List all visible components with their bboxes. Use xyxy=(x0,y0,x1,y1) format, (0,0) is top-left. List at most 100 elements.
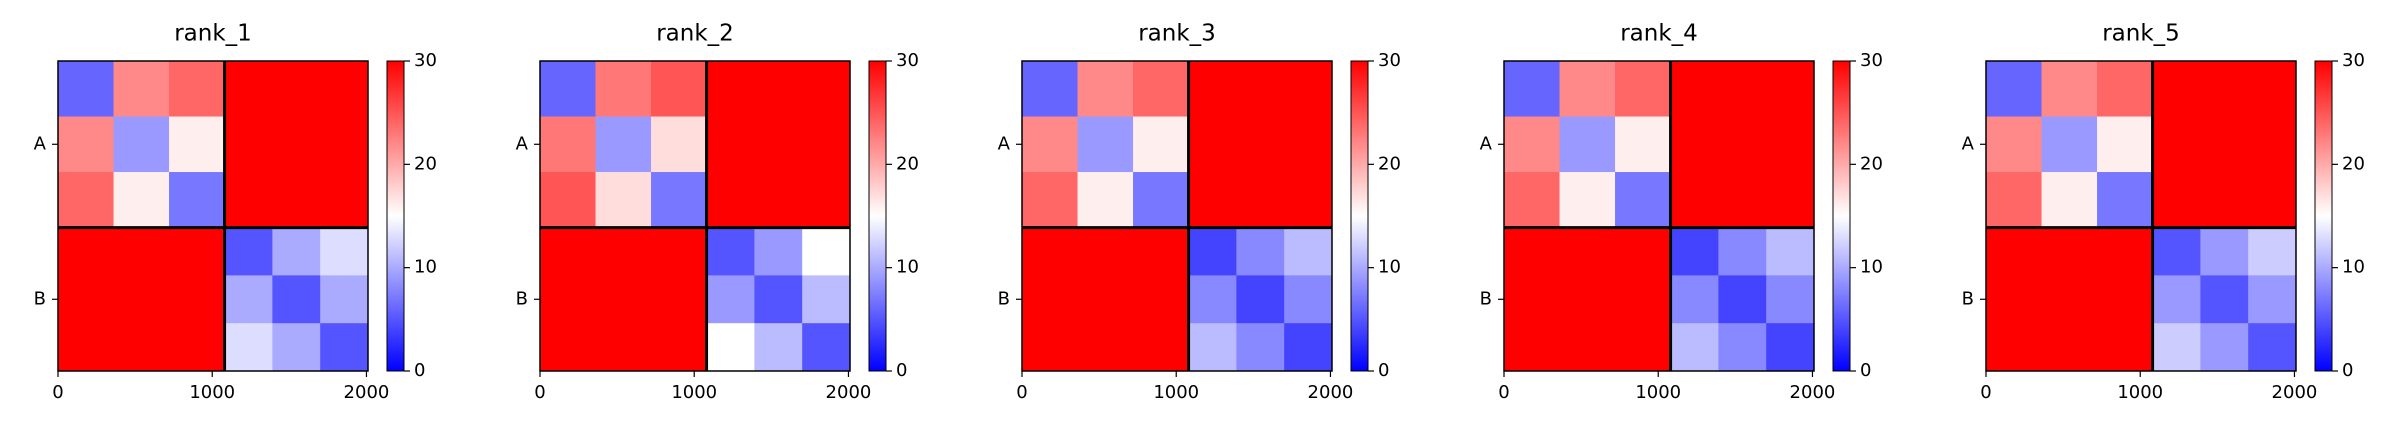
heatmap-cell xyxy=(1133,61,1190,118)
colorbar-tick-label: 0 xyxy=(1378,360,1389,381)
heatmap-cell xyxy=(1718,61,1767,118)
plot-frame xyxy=(1021,60,1333,372)
heatmap-cell xyxy=(1077,172,1134,229)
heatmap-cell xyxy=(169,227,226,276)
colorbar-tick-label: 10 xyxy=(414,257,437,278)
heatmap-cell xyxy=(58,116,115,173)
heatmap-cell xyxy=(1504,172,1561,229)
heatmap-cell xyxy=(1022,172,1079,229)
heatmap-cell xyxy=(754,227,803,276)
colorbar-tick-label: 10 xyxy=(896,257,919,278)
heatmap-cell xyxy=(1133,172,1190,229)
heatmap-cell xyxy=(2200,275,2249,324)
heatmap-cell xyxy=(1559,275,1616,324)
heatmap-cell xyxy=(1077,323,1134,372)
heatmap-cell xyxy=(169,116,226,173)
y-tick-label: A xyxy=(1480,133,1493,154)
heatmap-cell xyxy=(1670,172,1719,229)
heatmap-cell xyxy=(1718,275,1767,324)
heatmap-cell xyxy=(540,227,597,276)
heatmap-cell xyxy=(2097,323,2154,372)
heatmap-cell xyxy=(169,172,226,229)
heatmap-cell xyxy=(1986,227,2043,276)
heatmap-cell xyxy=(706,116,755,173)
heatmap-cell xyxy=(113,227,170,276)
y-tick-label: B xyxy=(998,288,1010,309)
colorbar-tick-label: 10 xyxy=(1378,257,1401,278)
heatmap-cell xyxy=(1236,172,1285,229)
heatmap-cell xyxy=(58,275,115,324)
heatmap-cell xyxy=(754,172,803,229)
colorbar-tick-label: 0 xyxy=(2342,360,2353,381)
heatmap-cell xyxy=(1284,227,1333,276)
heatmap-cell xyxy=(1718,227,1767,276)
heatmap-cell xyxy=(113,323,170,372)
colorbar-tick-label: 0 xyxy=(414,360,425,381)
heatmap-cell xyxy=(1022,116,1079,173)
heatmap-cell xyxy=(169,275,226,324)
heatmap-cell xyxy=(1718,172,1767,229)
heatmap-cell xyxy=(169,61,226,118)
heatmap-cell xyxy=(1615,323,1672,372)
heatmap-cell xyxy=(272,275,321,324)
heatmap-cell xyxy=(2200,116,2249,173)
y-tick-label: B xyxy=(34,288,46,309)
heatmap-cell xyxy=(2248,323,2297,372)
heatmap-cell xyxy=(2041,172,2098,229)
heatmap-cell xyxy=(58,323,115,372)
heatmap-cell xyxy=(1284,323,1333,372)
heatmap-cell xyxy=(651,172,708,229)
colorbar-tick-label: 0 xyxy=(896,360,907,381)
colorbar-tick-label: 10 xyxy=(1860,257,1883,278)
colorbar-tick-label: 30 xyxy=(1378,50,1401,71)
x-tick-label: 0 xyxy=(1980,382,1991,403)
heatmap-cell xyxy=(802,116,851,173)
heatmap-cell xyxy=(1670,227,1719,276)
colorbar xyxy=(386,60,405,372)
heatmap-cell xyxy=(1559,323,1616,372)
heatmap-cell xyxy=(1766,61,1815,118)
heatmap-cell xyxy=(2097,275,2154,324)
heatmap-cell xyxy=(1077,227,1134,276)
heatmap-cell xyxy=(1504,323,1561,372)
y-tick-label: A xyxy=(34,133,47,154)
heatmap-cell xyxy=(595,116,652,173)
heatmap-cell xyxy=(540,172,597,229)
heatmap-cell xyxy=(2152,116,2201,173)
colorbar-tick-label: 20 xyxy=(1860,153,1883,174)
heatmap-cell xyxy=(2097,116,2154,173)
y-tick-label: A xyxy=(998,133,1011,154)
heatmap-cell xyxy=(1188,61,1237,118)
x-tick-label: 2000 xyxy=(1308,382,1354,403)
heatmap-cell xyxy=(2097,227,2154,276)
heatmap-cell xyxy=(2152,323,2201,372)
y-tick-label: A xyxy=(1962,133,1975,154)
heatmap-cell xyxy=(595,275,652,324)
heatmap-cell xyxy=(2152,172,2201,229)
heatmap-cell xyxy=(1022,275,1079,324)
heatmap-cell xyxy=(58,172,115,229)
heatmap-cell xyxy=(651,227,708,276)
heatmap-cell xyxy=(224,172,273,229)
heatmap-cell xyxy=(224,323,273,372)
heatmap-cell xyxy=(1615,275,1672,324)
heatmap-cell xyxy=(113,275,170,324)
x-tick-label: 2000 xyxy=(826,382,872,403)
heatmap-cell xyxy=(1670,275,1719,324)
heatmap-cell xyxy=(320,61,369,118)
heatmap-cell xyxy=(651,275,708,324)
heatmap-cell xyxy=(706,172,755,229)
heatmap-cell xyxy=(1986,323,2043,372)
heatmap-cell xyxy=(540,323,597,372)
x-tick-label: 1000 xyxy=(1635,382,1681,403)
colorbar-tick-label: 0 xyxy=(1860,360,1871,381)
heatmap-cell xyxy=(1615,116,1672,173)
heatmap-cell xyxy=(2248,172,2297,229)
colorbar-tick-label: 20 xyxy=(896,153,919,174)
heatmap-cell xyxy=(595,227,652,276)
heatmap-cell xyxy=(2200,172,2249,229)
heatmap-cell xyxy=(1766,116,1815,173)
heatmap-cell xyxy=(1986,61,2043,118)
heatmap-cell xyxy=(2152,227,2201,276)
